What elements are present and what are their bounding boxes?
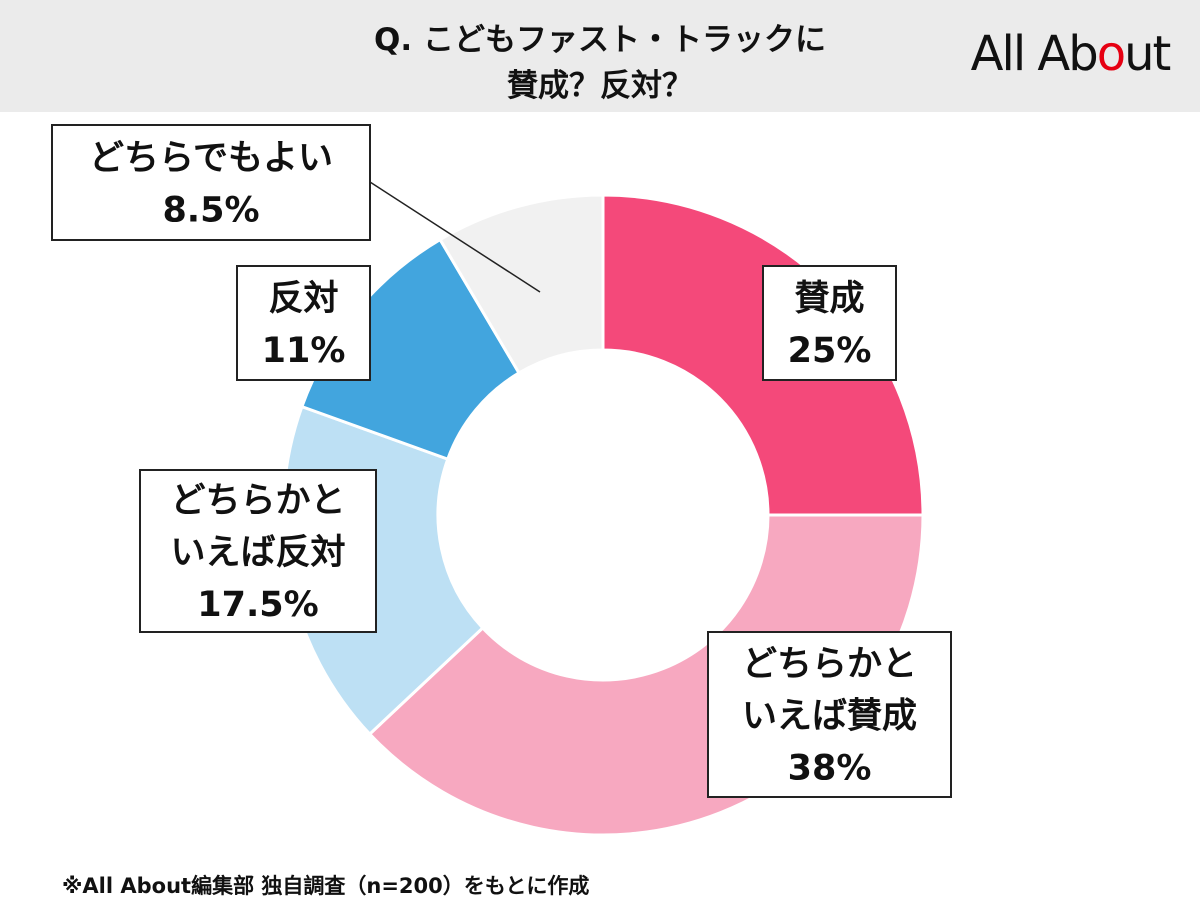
category-label: 反対 — [268, 279, 338, 319]
value-label: 11% — [262, 331, 346, 371]
donut-slice — [438, 193, 605, 376]
footnote: ※All About編集部 独自調査（n=200）をもとに作成 — [62, 874, 589, 898]
category-label: どちらかといえば反対 — [170, 481, 345, 573]
chart-title: Q. こどもファスト・トラックに — [374, 22, 826, 58]
label-box — [51, 124, 371, 241]
value-label: 38% — [788, 749, 872, 789]
chart-title: 賛成？反対？ — [507, 68, 693, 104]
label-box — [236, 265, 371, 381]
header-band — [0, 0, 1200, 112]
label-box — [707, 631, 952, 798]
label-box — [139, 469, 377, 633]
value-label: 17.5% — [197, 585, 318, 625]
label-box — [762, 265, 897, 381]
leader-line — [369, 181, 541, 293]
category-label: 賛成 — [794, 279, 864, 319]
value-label: 25% — [788, 331, 872, 371]
brand-logo: All About — [971, 26, 1171, 82]
value-label: 8.5% — [162, 191, 259, 231]
category-label: どちらでもよい — [89, 139, 333, 179]
category-label: どちらかといえば賛成 — [742, 645, 917, 737]
